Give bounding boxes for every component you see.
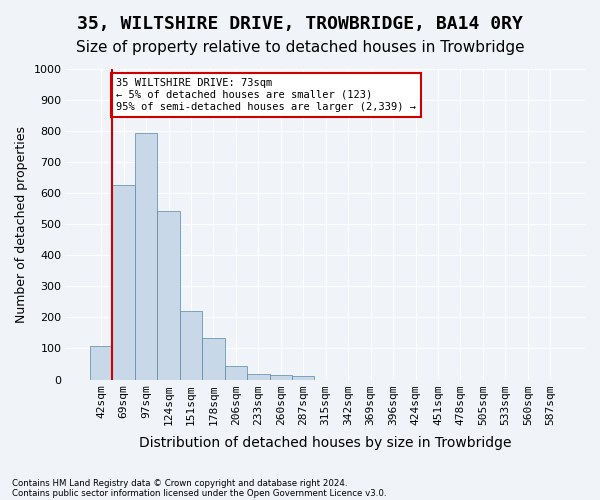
Text: Contains public sector information licensed under the Open Government Licence v3: Contains public sector information licen… bbox=[12, 488, 386, 498]
Text: 35 WILTSHIRE DRIVE: 73sqm
← 5% of detached houses are smaller (123)
95% of semi-: 35 WILTSHIRE DRIVE: 73sqm ← 5% of detach… bbox=[116, 78, 416, 112]
Bar bbox=[269, 376, 292, 380]
X-axis label: Distribution of detached houses by size in Trowbridge: Distribution of detached houses by size … bbox=[139, 436, 512, 450]
Bar bbox=[292, 376, 314, 380]
Text: 35, WILTSHIRE DRIVE, TROWBRIDGE, BA14 0RY: 35, WILTSHIRE DRIVE, TROWBRIDGE, BA14 0R… bbox=[77, 15, 523, 33]
Text: Size of property relative to detached houses in Trowbridge: Size of property relative to detached ho… bbox=[76, 40, 524, 55]
Bar bbox=[202, 338, 224, 380]
Bar bbox=[135, 134, 157, 380]
Bar bbox=[247, 374, 269, 380]
Bar bbox=[112, 185, 135, 380]
Bar bbox=[90, 346, 112, 380]
Text: Contains HM Land Registry data © Crown copyright and database right 2024.: Contains HM Land Registry data © Crown c… bbox=[12, 478, 347, 488]
Bar bbox=[157, 211, 180, 380]
Y-axis label: Number of detached properties: Number of detached properties bbox=[15, 126, 28, 323]
Bar bbox=[224, 366, 247, 380]
Bar bbox=[180, 311, 202, 380]
